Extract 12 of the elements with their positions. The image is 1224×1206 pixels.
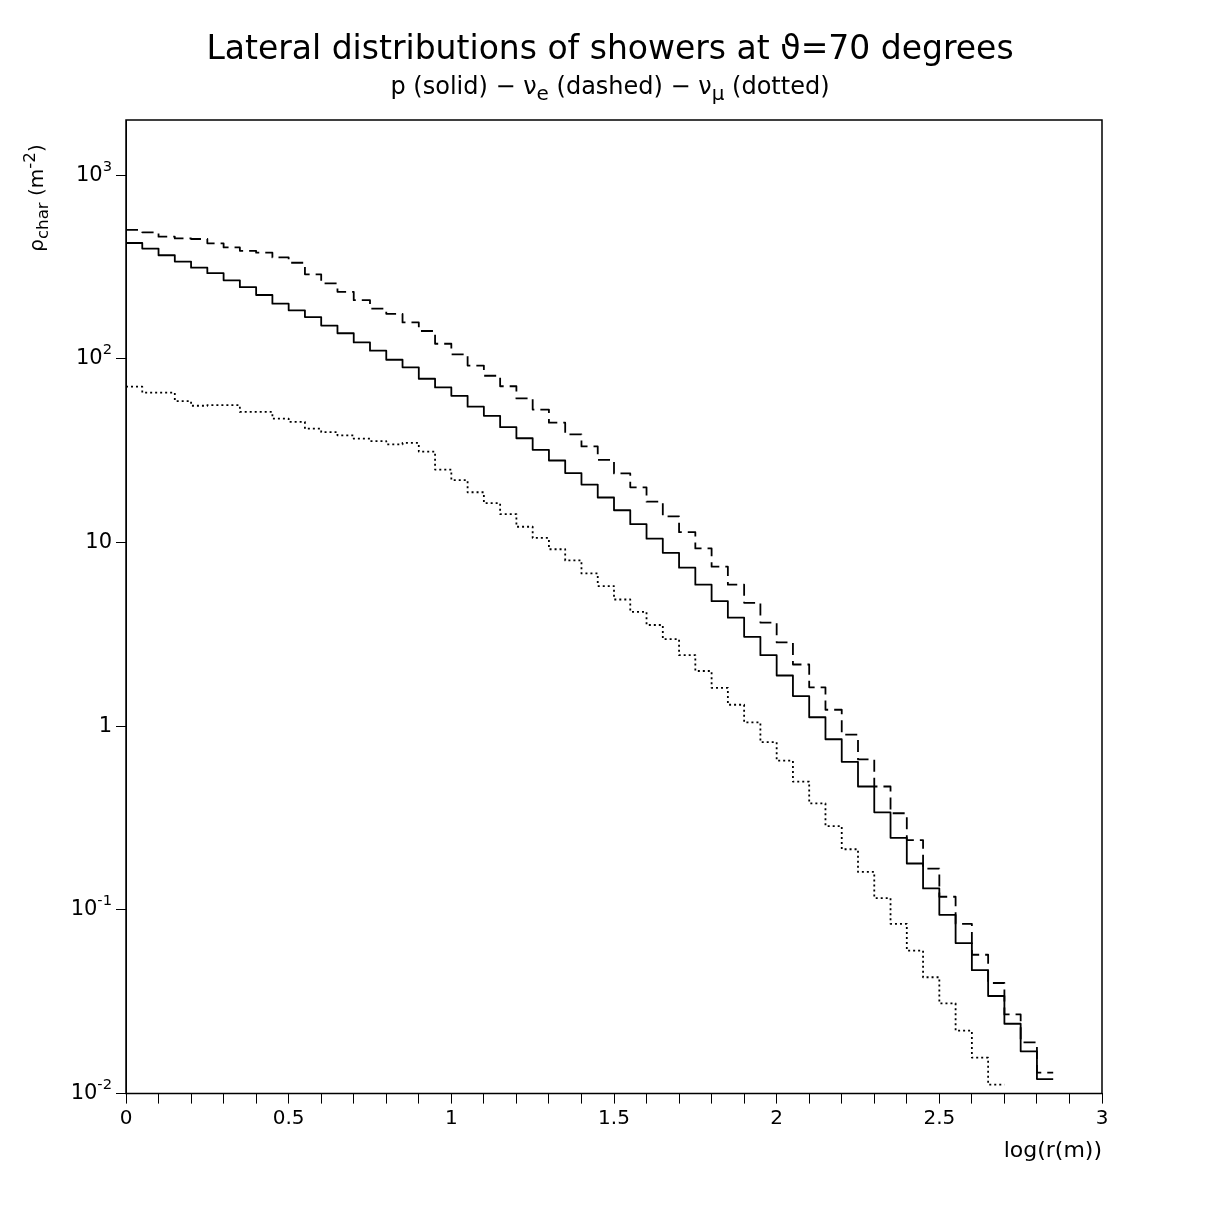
x-tick-label: 0.5 [272,1104,305,1129]
x-tick-label: 2 [770,1104,784,1129]
chart-title: Lateral distributions of showers at ϑ=70 degrees [205,28,1015,67]
x-tick-label: 1.5 [598,1104,630,1129]
x-tick-label: 2.5 [923,1104,956,1129]
y-tick-label: 1 [98,712,113,737]
x-tick-label: 3 [1095,1104,1109,1129]
x-tick-label: 1 [444,1104,458,1129]
x-axis-title: log(r(m)) [1003,1136,1102,1162]
y-tick-label: 10 [85,529,113,554]
x-tick-label: 0 [119,1104,133,1129]
chart-subtitle: p (solid) − ν$_{e}$ (dashed) − ν$_{μ}$ (dotted) [389,72,831,105]
